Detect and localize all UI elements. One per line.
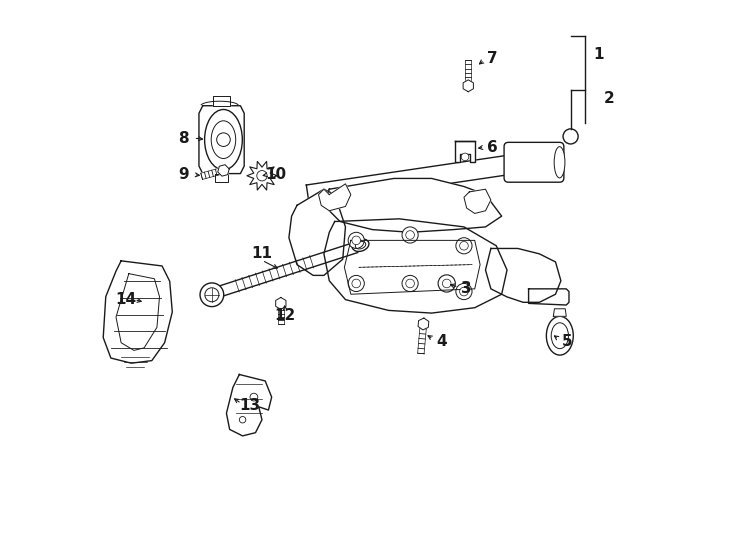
Text: 2: 2 xyxy=(604,91,615,106)
Polygon shape xyxy=(214,242,358,298)
Circle shape xyxy=(205,288,219,302)
Polygon shape xyxy=(215,173,228,182)
Circle shape xyxy=(406,279,415,288)
Polygon shape xyxy=(226,375,272,436)
Polygon shape xyxy=(324,178,501,232)
Polygon shape xyxy=(289,189,346,275)
Polygon shape xyxy=(465,60,471,86)
Circle shape xyxy=(406,231,415,239)
Circle shape xyxy=(217,133,230,146)
Text: 12: 12 xyxy=(275,308,296,323)
Polygon shape xyxy=(103,261,172,363)
Polygon shape xyxy=(464,189,491,213)
Text: 4: 4 xyxy=(436,334,447,349)
Polygon shape xyxy=(277,303,284,324)
Ellipse shape xyxy=(205,110,242,170)
FancyBboxPatch shape xyxy=(504,143,564,182)
Polygon shape xyxy=(463,80,473,92)
Text: 11: 11 xyxy=(252,246,272,261)
Circle shape xyxy=(239,416,246,423)
Polygon shape xyxy=(319,184,351,211)
Polygon shape xyxy=(528,289,569,305)
Text: 14: 14 xyxy=(115,292,137,307)
Text: 5: 5 xyxy=(562,334,573,349)
Text: 7: 7 xyxy=(487,51,498,66)
Ellipse shape xyxy=(352,239,369,252)
Polygon shape xyxy=(553,309,567,316)
Circle shape xyxy=(461,153,469,161)
Circle shape xyxy=(402,227,418,243)
Circle shape xyxy=(200,283,224,307)
Polygon shape xyxy=(199,106,244,173)
Ellipse shape xyxy=(546,316,573,355)
Text: 13: 13 xyxy=(239,398,260,413)
Text: 9: 9 xyxy=(178,167,189,182)
Polygon shape xyxy=(324,219,507,313)
Circle shape xyxy=(459,241,468,250)
Polygon shape xyxy=(418,323,426,354)
Polygon shape xyxy=(418,318,429,330)
Polygon shape xyxy=(201,167,225,179)
Circle shape xyxy=(257,171,267,181)
Polygon shape xyxy=(306,150,546,204)
Polygon shape xyxy=(218,165,229,176)
Polygon shape xyxy=(214,96,230,106)
Circle shape xyxy=(402,275,418,292)
Text: 10: 10 xyxy=(265,167,286,182)
Text: 8: 8 xyxy=(178,131,189,146)
Circle shape xyxy=(459,287,468,296)
Circle shape xyxy=(348,275,364,292)
Circle shape xyxy=(348,232,364,248)
Circle shape xyxy=(250,393,258,401)
Text: 6: 6 xyxy=(487,140,498,154)
Circle shape xyxy=(563,129,578,144)
Polygon shape xyxy=(276,298,286,309)
Polygon shape xyxy=(455,141,475,163)
Text: 3: 3 xyxy=(462,281,472,296)
Circle shape xyxy=(438,275,455,292)
Polygon shape xyxy=(485,248,561,302)
Text: 1: 1 xyxy=(593,47,604,62)
Circle shape xyxy=(352,279,360,288)
Circle shape xyxy=(456,238,472,254)
Ellipse shape xyxy=(554,147,565,178)
Circle shape xyxy=(352,236,360,245)
Polygon shape xyxy=(247,161,277,190)
Circle shape xyxy=(443,279,451,288)
Circle shape xyxy=(456,284,472,300)
